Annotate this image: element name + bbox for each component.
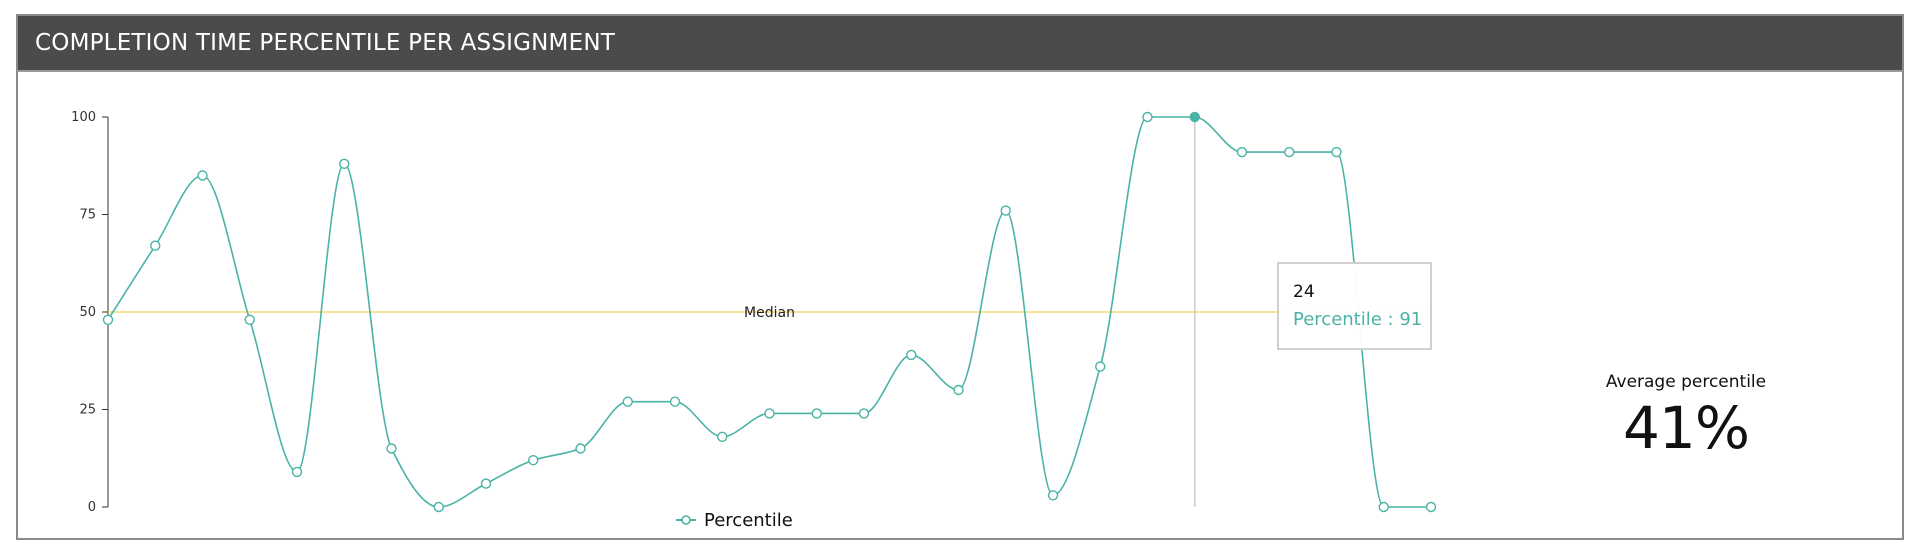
y-tick-label: 100 — [71, 110, 96, 125]
percentile-line-chart[interactable]: 0 25 50 75 100 Median Percentile — [18, 16, 1902, 538]
tooltip-x-label: 24 — [1293, 282, 1315, 302]
tooltip-series-name: Percentile — [1293, 309, 1382, 330]
legend[interactable]: Percentile — [676, 510, 793, 531]
data-point[interactable] — [1095, 361, 1106, 372]
y-tick-label: 25 — [79, 403, 96, 418]
data-point[interactable] — [1331, 146, 1342, 158]
data-point[interactable] — [291, 466, 303, 478]
data-point[interactable] — [1378, 501, 1389, 513]
data-point[interactable] — [858, 408, 870, 419]
data-point[interactable] — [150, 240, 161, 251]
data-point[interactable] — [717, 431, 728, 442]
data-point[interactable] — [1189, 111, 1200, 123]
legend-marker-icon — [681, 515, 691, 525]
legend-label[interactable]: Percentile — [704, 510, 793, 531]
data-point[interactable] — [1425, 501, 1437, 513]
data-point[interactable] — [953, 384, 964, 396]
tooltip-series-line: Percentile : 91 — [1293, 309, 1422, 330]
data-point[interactable] — [669, 396, 681, 407]
data-point[interactable] — [197, 170, 208, 181]
average-percentile-value: 41% — [1623, 394, 1750, 462]
data-point[interactable] — [433, 501, 444, 513]
data-point[interactable] — [811, 408, 822, 419]
average-percentile-label: Average percentile — [1605, 372, 1767, 392]
data-point[interactable] — [575, 443, 586, 454]
data-point[interactable] — [1000, 205, 1011, 216]
chart-panel: COMPLETION TIME PERCENTILE PER ASSIGNMEN… — [16, 14, 1904, 540]
tooltip-separator: : — [1381, 309, 1400, 330]
tooltip-value: 91 — [1399, 309, 1423, 330]
median-reference: Median — [108, 305, 1431, 321]
data-point[interactable] — [622, 396, 633, 407]
y-tick-label: 50 — [79, 305, 96, 320]
data-point[interactable] — [1284, 146, 1295, 158]
panel-title: COMPLETION TIME PERCENTILE PER ASSIGNMEN… — [35, 30, 615, 56]
median-label: Median — [744, 305, 795, 321]
y-tick-label: 75 — [79, 208, 96, 223]
series-percentile — [102, 111, 1437, 513]
data-point[interactable] — [244, 314, 255, 325]
data-point[interactable] — [102, 314, 114, 325]
data-point[interactable] — [480, 478, 492, 489]
data-point[interactable] — [528, 455, 539, 466]
data-point[interactable] — [386, 443, 397, 454]
data-point[interactable] — [339, 158, 350, 170]
tooltip: 24 Percentile : 91 — [1277, 262, 1432, 350]
data-point[interactable] — [906, 349, 917, 361]
data-point[interactable] — [1047, 490, 1059, 501]
data-point[interactable] — [764, 408, 775, 419]
data-point[interactable] — [1142, 111, 1153, 123]
data-point[interactable] — [1236, 146, 1248, 158]
average-percentile-card: Average percentile 41% — [1548, 372, 1824, 462]
y-tick-label: 0 — [88, 500, 96, 515]
panel-header: COMPLETION TIME PERCENTILE PER ASSIGNMEN… — [18, 16, 1902, 72]
y-axis: 0 25 50 75 100 — [71, 110, 109, 515]
